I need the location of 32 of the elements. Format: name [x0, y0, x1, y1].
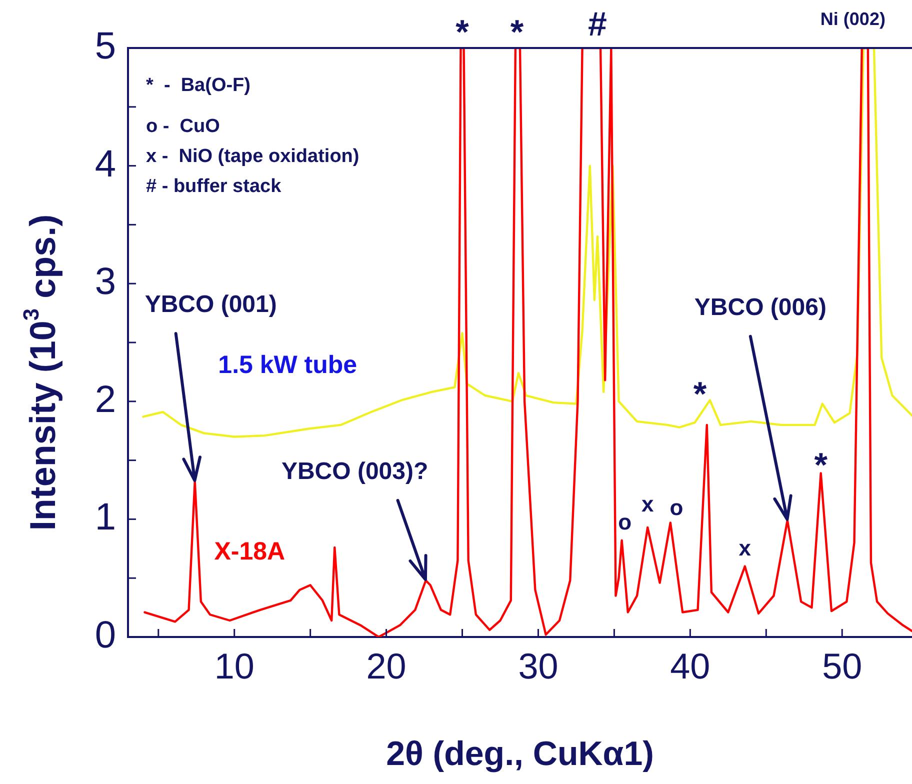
annotation: # - buffer stack [146, 176, 282, 198]
annotation: # [588, 5, 608, 44]
annotation: Ni (002) [820, 8, 886, 29]
x-tick-label: 20 [366, 646, 406, 687]
annotation: * - Ba(O-F) [146, 75, 250, 96]
annotation: * [693, 376, 708, 414]
x-tick-label: 50 [822, 646, 862, 687]
annotation: * [510, 13, 524, 52]
annotation: YBCO (001) [144, 291, 277, 318]
y-axis-title: Intensity (103 cps.) [18, 214, 63, 531]
annotation: x [738, 535, 752, 560]
annotation: * [456, 13, 470, 52]
x-tick-label: 40 [670, 646, 710, 687]
y-tick-label: 1 [94, 496, 116, 539]
series-label: X-18A [214, 538, 286, 566]
annotation: x - NiO (tape oxidation) [146, 146, 360, 168]
annotation: o [618, 509, 632, 534]
annotation: * [814, 446, 828, 485]
y-tick-label: 3 [94, 261, 116, 304]
annotation: o - CuO [146, 116, 220, 138]
x-tick-label: 10 [214, 646, 254, 687]
y-tick-label: 2 [94, 378, 116, 421]
annotation: x [642, 492, 655, 517]
y-tick-label: 0 [94, 614, 116, 656]
annotation: YBCO (003)? [281, 458, 428, 486]
annotation: o [670, 494, 684, 520]
y-tick-label: 5 [94, 25, 116, 68]
series-label: 1.5 kW tube [218, 350, 358, 379]
annotation: YBCO (006) [694, 294, 826, 322]
x-tick-label: 30 [518, 646, 558, 687]
y-tick-label: 4 [94, 143, 116, 186]
x-axis-title: 2θ (deg., CuKα1) [386, 734, 654, 773]
